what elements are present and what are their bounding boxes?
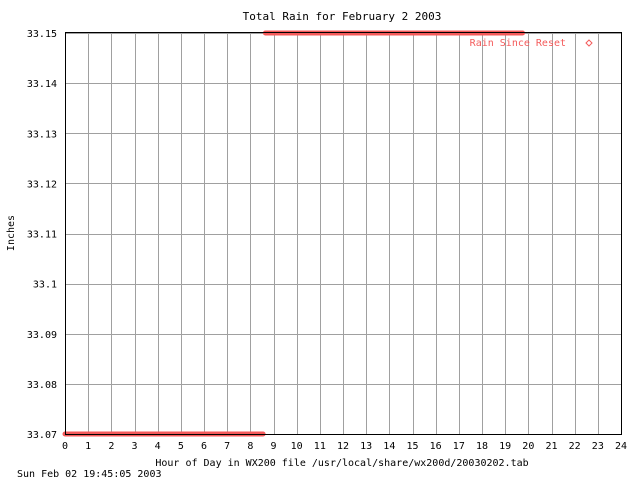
x-tick-label: 5 bbox=[178, 441, 184, 452]
legend: Rain Since Reset bbox=[470, 38, 593, 49]
x-tick-label: 0 bbox=[62, 441, 68, 452]
x-tick-label: 20 bbox=[522, 441, 534, 452]
x-tick-label: 10 bbox=[291, 441, 303, 452]
x-tick-label: 13 bbox=[360, 441, 372, 452]
x-tick-label: 19 bbox=[499, 441, 511, 452]
x-tick-label: 1 bbox=[85, 441, 91, 452]
y-tick-label: 33.09 bbox=[27, 330, 57, 341]
x-tick-label: 24 bbox=[615, 441, 627, 452]
x-tick-label: 22 bbox=[569, 441, 581, 452]
x-tick-label: 7 bbox=[224, 441, 230, 452]
x-tick-label: 16 bbox=[430, 441, 442, 452]
x-tick-label: 9 bbox=[270, 441, 276, 452]
x-tick-label: 3 bbox=[131, 441, 137, 452]
x-tick-label: 8 bbox=[247, 441, 253, 452]
plot-frame bbox=[65, 32, 622, 435]
y-tick-label: 33.11 bbox=[27, 230, 57, 241]
series-layer bbox=[62, 30, 526, 437]
timestamp: Sun Feb 02 19:45:05 2003 bbox=[17, 469, 162, 480]
x-tick-label: 2 bbox=[108, 441, 114, 452]
y-tick-label: 33.1 bbox=[33, 280, 57, 291]
y-axis-label: Inches bbox=[6, 215, 17, 251]
x-tick-label: 6 bbox=[201, 441, 207, 452]
y-tick-label: 33.14 bbox=[27, 79, 57, 90]
y-tick-label: 33.12 bbox=[27, 179, 57, 190]
legend-marker bbox=[585, 39, 593, 47]
y-tick-label: 33.08 bbox=[27, 380, 57, 391]
x-tick-labels: 0 1 2 3 4 5 6 7 8 9 10 11 12 13 14 15 16 17 18 19 20 21 22 23 24 bbox=[62, 441, 627, 452]
y-tick-label: 33.15 bbox=[27, 29, 57, 40]
x-tick-label: 11 bbox=[314, 441, 326, 452]
x-tick-label: 14 bbox=[383, 441, 395, 452]
x-tick-label: 4 bbox=[155, 441, 161, 452]
legend-label: Rain Since Reset bbox=[470, 38, 566, 49]
x-tick-label: 12 bbox=[337, 441, 349, 452]
x-tick-label: 23 bbox=[592, 441, 604, 452]
y-tick-label: 33.07 bbox=[27, 430, 57, 441]
x-axis-label: Hour of Day in WX200 file /usr/local/sha… bbox=[155, 458, 528, 469]
x-tick-label: 18 bbox=[476, 441, 488, 452]
x-tick-label: 17 bbox=[453, 441, 465, 452]
x-tick-label: 15 bbox=[406, 441, 418, 452]
y-tick-label: 33.13 bbox=[27, 129, 57, 140]
grid-layer bbox=[65, 33, 622, 435]
y-tick-labels: 33.07 33.08 33.09 33.1 33.11 33.12 33.13 33.14 3… bbox=[27, 29, 57, 441]
chart-title: Total Rain for February 2 2003 bbox=[243, 10, 442, 23]
x-tick-label: 21 bbox=[545, 441, 557, 452]
